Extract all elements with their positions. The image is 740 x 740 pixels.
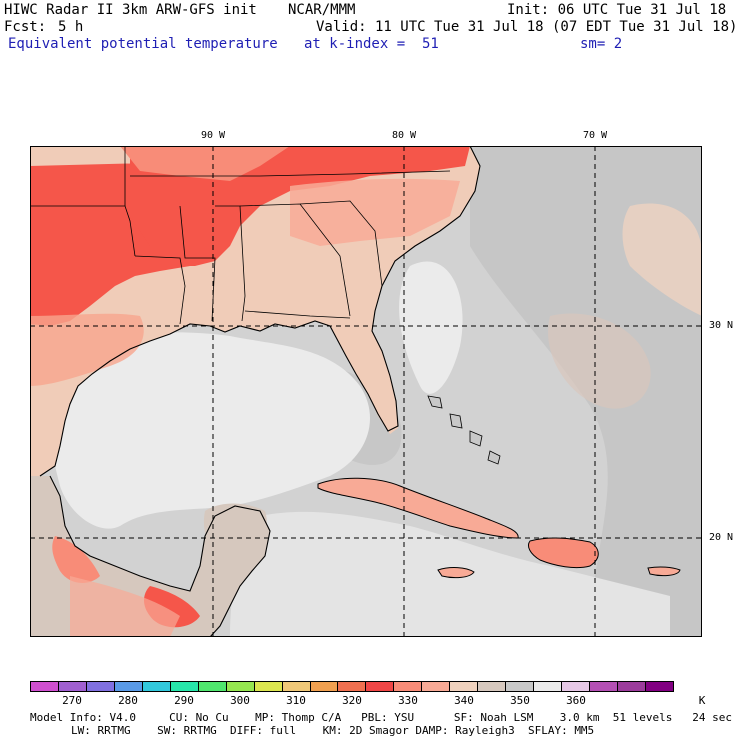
colorbar-segment xyxy=(645,682,673,691)
upper-hot-zone xyxy=(120,146,290,181)
florida-peninsula xyxy=(340,326,398,434)
init-time: Init: 06 UTC Tue 31 Jul 18 xyxy=(507,2,727,18)
atlantic-low-theta xyxy=(399,261,463,394)
colorbar-label: K xyxy=(698,694,706,707)
colorbar-label: 350 xyxy=(510,694,530,707)
colorbar-segment xyxy=(198,682,227,691)
organization-label: NCAR/MMM xyxy=(288,2,356,18)
lat-label-20n: 20 N xyxy=(709,532,734,543)
colorbar-segment xyxy=(310,682,339,691)
atlantic-warm-patch-2 xyxy=(548,313,651,409)
colorbar-label: 290 xyxy=(174,694,194,707)
field-name: Equivalent potential temperature xyxy=(8,36,278,52)
colorbar-segment xyxy=(366,682,395,691)
colorbar-segment xyxy=(590,682,619,691)
lon-label-70w: 70 W xyxy=(582,130,608,141)
theta-e-map xyxy=(30,146,702,637)
latlon-grid xyxy=(30,146,702,637)
colorbar-segment xyxy=(282,682,311,691)
colorbar-segment xyxy=(254,682,283,691)
bahamas-1 xyxy=(427,395,443,409)
colorbar-label: 310 xyxy=(286,694,306,707)
colorbar-segment xyxy=(506,682,535,691)
colorbar-segment xyxy=(58,682,87,691)
colorbar xyxy=(30,681,674,692)
map-panel[interactable] xyxy=(30,146,702,637)
colorbar-segment xyxy=(534,682,563,691)
border-al xyxy=(215,205,246,322)
atlantic-warm-patch xyxy=(622,203,702,316)
colorbar-segment xyxy=(86,682,115,691)
puerto-rico xyxy=(648,566,680,576)
border-ar-la xyxy=(134,255,186,325)
colorbar-segment xyxy=(142,682,171,691)
lon-label-80w: 80 W xyxy=(391,130,417,141)
colorbar-segment xyxy=(170,682,199,691)
map-border xyxy=(30,146,702,637)
colorbar-segment xyxy=(422,682,451,691)
smoothing-label: sm= 2 xyxy=(580,36,623,52)
colorbar-segment xyxy=(450,682,479,691)
colorbar-segment xyxy=(226,682,255,691)
colorbar-segment xyxy=(562,682,591,691)
bahamas-4 xyxy=(487,450,501,465)
border-fl-ga xyxy=(244,310,351,319)
valid-time: Valid: 11 UTC Tue 31 Jul 18 (07 EDT Tue … xyxy=(316,19,738,35)
border-ok-tx xyxy=(30,205,136,257)
colorbar-label: 360 xyxy=(566,694,586,707)
state-borders xyxy=(30,146,451,325)
carolinas-warm xyxy=(290,178,460,246)
colorbar-label: 300 xyxy=(230,694,250,707)
lon-label-90w: 90 W xyxy=(200,130,226,141)
forecast-hour: 5 h xyxy=(58,19,84,35)
yucatan xyxy=(203,503,267,568)
forecast-label: Fcst: xyxy=(4,19,47,35)
bahamas-3 xyxy=(469,430,483,447)
texas-warm xyxy=(30,313,144,386)
model-info-line2: LW: RRTMG SW: RRTMG DIFF: full KM: 2D Sm… xyxy=(71,724,595,737)
colorbar-label: 270 xyxy=(62,694,82,707)
level-label: at k-index = 51 xyxy=(304,36,439,52)
puerto-rico-coastline xyxy=(647,566,681,577)
hispaniola-coastline xyxy=(527,537,599,569)
gulf-low-theta xyxy=(45,332,371,529)
colorbar-label: 340 xyxy=(454,694,474,707)
colorbar-segment xyxy=(31,682,59,691)
lat-label-30n: 30 N xyxy=(709,320,734,331)
colorbar-label: 280 xyxy=(118,694,138,707)
mexico-hot-spots xyxy=(52,536,100,583)
jamaica xyxy=(438,567,474,578)
colorbar-segment xyxy=(338,682,367,691)
colorbar-segment xyxy=(618,682,646,691)
hispaniola xyxy=(528,538,599,568)
model-info-line1: Model Info: V4.0 CU: No Cu MP: Thomp C/A… xyxy=(30,711,732,724)
mexico-warm-band xyxy=(70,576,180,637)
mexico-coastline xyxy=(49,475,271,637)
border-sc xyxy=(299,200,383,287)
jamaica-coastline xyxy=(437,567,475,579)
colorbar-label: 330 xyxy=(398,694,418,707)
bahamas-2 xyxy=(449,413,463,429)
border-nc xyxy=(259,170,451,177)
model-title: HIWC Radar II 3km ARW-GFS init xyxy=(4,2,257,18)
colorbar-segment xyxy=(478,682,507,691)
cuba xyxy=(318,478,519,538)
colorbar-segment xyxy=(114,682,143,691)
border-ms xyxy=(179,205,216,322)
border-ga xyxy=(239,203,351,317)
colorbar-segment xyxy=(394,682,423,691)
colorbar-label: 320 xyxy=(342,694,362,707)
